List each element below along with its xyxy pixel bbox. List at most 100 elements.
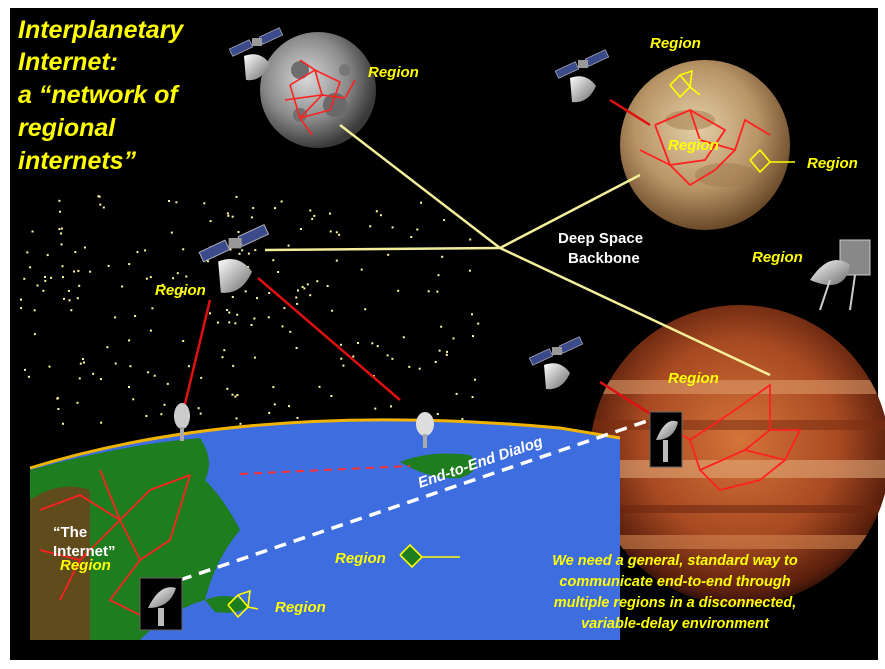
- star: [227, 214, 230, 217]
- star: [221, 356, 224, 359]
- region-cluster-icon: [749, 148, 795, 174]
- star: [144, 249, 147, 252]
- dish-icon: [416, 412, 434, 448]
- star: [29, 266, 32, 269]
- star: [128, 263, 131, 266]
- star: [134, 315, 137, 317]
- caption: We need a general, standard way to commu…: [552, 553, 798, 632]
- star: [280, 200, 283, 203]
- star: [98, 195, 101, 198]
- star: [287, 244, 290, 247]
- star: [376, 345, 379, 348]
- star: [97, 195, 100, 198]
- star: [288, 405, 290, 408]
- star: [387, 253, 390, 256]
- star: [145, 415, 148, 417]
- satellite-icon: [198, 223, 270, 293]
- star: [232, 364, 235, 367]
- star: [83, 246, 86, 249]
- star: [335, 231, 338, 234]
- star: [289, 330, 292, 333]
- star: [241, 249, 244, 252]
- region-label-mars-right: Region: [807, 155, 858, 172]
- star: [79, 362, 82, 365]
- star: [36, 284, 39, 287]
- star: [237, 231, 240, 233]
- star: [272, 259, 275, 262]
- caption-line: communicate end-to-end through: [559, 574, 790, 590]
- star: [76, 297, 79, 300]
- dish-icon: [174, 403, 190, 441]
- star: [296, 416, 299, 419]
- star: [326, 285, 329, 287]
- star: [364, 308, 367, 311]
- internet-label: “The: [53, 524, 87, 541]
- page-title: Interplanetary Internet: a “network of r…: [18, 16, 184, 175]
- star: [418, 367, 421, 370]
- star: [145, 277, 148, 280]
- star: [313, 214, 316, 217]
- star: [331, 309, 334, 312]
- star: [24, 368, 26, 371]
- star: [438, 349, 441, 352]
- title-line: Interplanetary: [18, 16, 184, 44]
- star: [342, 364, 345, 367]
- star: [303, 287, 306, 290]
- satellite-icon: [228, 27, 284, 81]
- star: [420, 201, 422, 204]
- star: [250, 216, 253, 219]
- star: [70, 309, 73, 312]
- star: [461, 418, 464, 421]
- moon: [260, 32, 376, 148]
- star: [468, 269, 471, 272]
- star: [149, 329, 152, 332]
- star: [391, 357, 394, 360]
- star: [33, 333, 36, 336]
- star: [56, 397, 59, 400]
- star: [209, 312, 211, 315]
- star: [272, 386, 275, 389]
- star: [176, 272, 179, 275]
- star: [471, 313, 473, 316]
- star: [247, 252, 250, 255]
- moon-network: [284, 59, 356, 136]
- region-label-earth-orbit: Region: [155, 282, 206, 299]
- star: [455, 392, 458, 395]
- star: [386, 354, 389, 357]
- star: [168, 200, 170, 202]
- star: [151, 307, 154, 310]
- star: [301, 285, 304, 288]
- star: [352, 355, 355, 358]
- dish-icon: [139, 577, 183, 631]
- star: [234, 322, 237, 325]
- star: [244, 290, 247, 293]
- earth-network: [39, 469, 191, 621]
- star: [182, 248, 185, 251]
- star: [128, 386, 130, 388]
- star: [42, 289, 45, 292]
- star: [410, 236, 413, 238]
- star: [27, 375, 30, 378]
- deep-space-backbone: [264, 124, 771, 377]
- star: [330, 395, 333, 397]
- star: [408, 365, 411, 368]
- star: [329, 230, 332, 233]
- star: [187, 365, 190, 368]
- star: [374, 407, 377, 410]
- star: [254, 249, 257, 252]
- star: [78, 284, 81, 287]
- star: [436, 413, 439, 415]
- title-line: Internet:: [18, 48, 118, 76]
- star: [107, 264, 110, 267]
- satellite-icon: [528, 336, 584, 390]
- star: [235, 195, 238, 198]
- star: [59, 210, 61, 213]
- star: [309, 209, 312, 212]
- star: [197, 407, 200, 410]
- star: [92, 372, 95, 375]
- star: [160, 413, 163, 416]
- star: [48, 365, 51, 368]
- star: [175, 201, 178, 204]
- star: [226, 212, 229, 215]
